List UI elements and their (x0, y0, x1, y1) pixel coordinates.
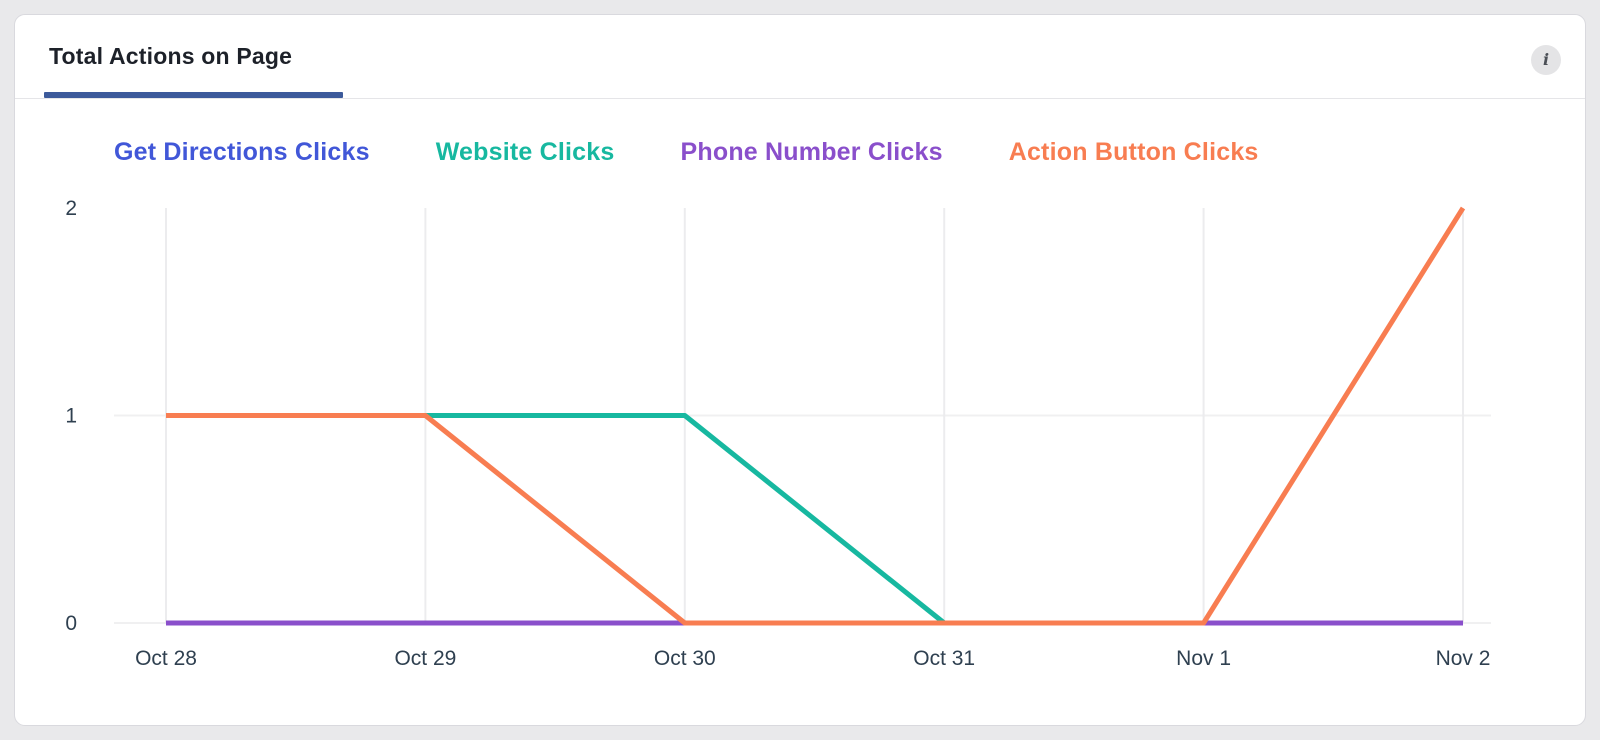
x-tick-label: Oct 29 (394, 647, 456, 670)
insights-card: Total Actions on Page i 0 1 2 Oct 28 Oct 29 O… (14, 14, 1586, 726)
legend-item-get-directions-clicks[interactable]: Get Directions Clicks (114, 138, 370, 166)
chart-legend: Get Directions Clicks Website Clicks Phone… (114, 138, 1259, 167)
x-tick-label: Oct 31 (913, 647, 975, 670)
series-line-action-button-clicks (166, 206, 1466, 626)
legend-item-website-clicks[interactable]: Website Clicks (435, 138, 615, 166)
x-tick-label: Nov 2 (1436, 647, 1491, 670)
active-tab-indicator (44, 92, 343, 98)
legend-item-action-button-clicks[interactable]: Action Button Clicks (1008, 138, 1259, 166)
x-tick-label: Oct 28 (135, 647, 197, 670)
info-icon[interactable]: i (1531, 45, 1561, 75)
line-chart: 0 1 2 Oct 28 Oct 29 Oct 30 Oct 31 Nov 1 Nov 2 (65, 197, 1491, 670)
y-tick-label: 2 (65, 197, 77, 220)
x-tick-label: Nov 1 (1176, 647, 1231, 670)
legend-item-phone-number-clicks[interactable]: Phone Number Clicks (680, 138, 943, 166)
header-divider (15, 98, 1585, 99)
tab-total-actions-on-page[interactable]: Total Actions on Page (49, 43, 293, 69)
y-tick-label: 1 (65, 405, 77, 428)
y-tick-label: 0 (65, 612, 77, 635)
x-tick-label: Oct 30 (654, 647, 716, 670)
